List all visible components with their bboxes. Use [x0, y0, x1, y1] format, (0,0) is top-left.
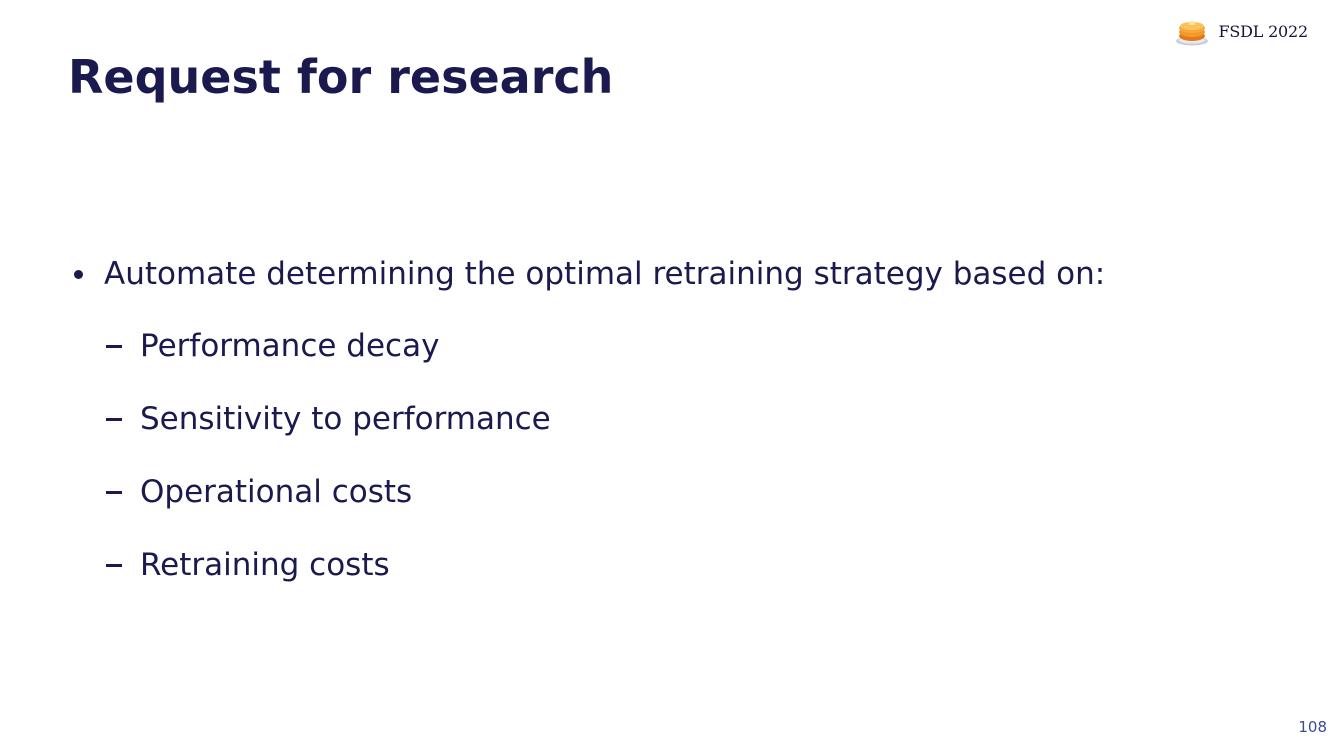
pancake-stack-icon — [1176, 21, 1209, 46]
main-bullet: Automate determining the optimal retrain… — [72, 248, 1292, 300]
sub-bullet-retraining-costs: Retraining costs — [72, 539, 1292, 591]
dash-icon — [106, 563, 122, 567]
dash-icon — [106, 490, 122, 494]
sub-bullet-text: Operational costs — [140, 474, 413, 510]
bullet-dot-icon — [74, 269, 83, 279]
brand-text: FSDL 2022 — [1218, 21, 1308, 41]
sub-bullet-sensitivity: Sensitivity to performance — [72, 393, 1292, 445]
bullet-list: Automate determining the optimal retrain… — [72, 248, 1292, 612]
dash-icon — [106, 417, 122, 421]
page-number: 108 — [1298, 718, 1327, 736]
main-bullet-text: Automate determining the optimal retrain… — [104, 256, 1106, 292]
sub-bullet-text: Performance decay — [140, 328, 440, 364]
dash-icon — [106, 344, 122, 348]
brand-logo: FSDL 2022 — [1174, 14, 1308, 48]
sub-bullet-list: Performance decay Sensitivity to perform… — [72, 320, 1292, 591]
sub-bullet-text: Retraining costs — [140, 547, 390, 583]
sub-bullet-text: Sensitivity to performance — [140, 401, 551, 437]
sub-bullet-performance-decay: Performance decay — [72, 320, 1292, 372]
slide-title: Request for research — [68, 50, 614, 104]
sub-bullet-operational-costs: Operational costs — [72, 466, 1292, 518]
